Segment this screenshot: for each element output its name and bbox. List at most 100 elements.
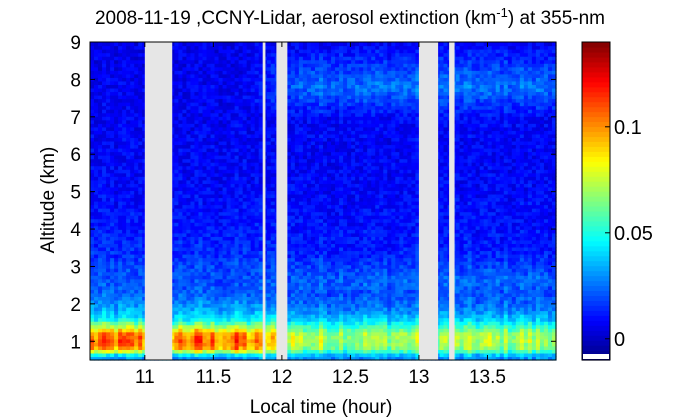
heatmap-cell xyxy=(298,176,304,181)
heatmap-cell xyxy=(294,310,300,315)
heatmap-cell xyxy=(118,73,123,78)
heatmap-cell xyxy=(102,84,107,89)
heatmap-cell xyxy=(114,112,119,117)
heatmap-cell xyxy=(286,56,292,61)
heatmap-cell xyxy=(170,236,175,241)
heatmap-cell xyxy=(222,66,228,71)
heatmap-cell xyxy=(270,112,276,117)
heatmap-cell xyxy=(222,310,228,315)
heatmap-cell xyxy=(206,331,212,336)
heatmap-cell xyxy=(142,222,147,227)
heatmap-cell xyxy=(130,232,135,237)
heatmap-cell xyxy=(106,130,111,135)
heatmap-cell xyxy=(122,218,127,223)
heatmap-cell xyxy=(218,186,224,191)
heatmap-cell xyxy=(102,119,107,124)
heatmap-cell xyxy=(182,87,188,93)
heatmap-cell xyxy=(110,105,115,110)
heatmap-cell xyxy=(306,307,312,312)
heatmap-cell xyxy=(202,126,208,131)
heatmap-cell xyxy=(210,87,216,93)
heatmap-cell xyxy=(214,116,220,121)
heatmap-cell xyxy=(178,119,183,124)
heatmap-cell xyxy=(138,278,143,283)
heatmap-cell xyxy=(290,208,296,213)
heatmap-cell xyxy=(122,66,127,71)
heatmap-cell xyxy=(142,45,147,50)
heatmap-cell xyxy=(234,158,240,163)
heatmap-cell xyxy=(270,314,276,319)
heatmap-cell xyxy=(90,80,95,85)
heatmap-cell xyxy=(102,130,107,135)
heatmap-cell xyxy=(298,303,304,308)
heatmap-cell xyxy=(302,63,308,68)
heatmap-cell xyxy=(250,137,256,142)
heatmap-cell xyxy=(194,197,200,202)
heatmap-cell xyxy=(254,109,260,114)
heatmap-cell xyxy=(206,119,212,124)
heatmap-cell xyxy=(194,186,200,191)
heatmap-cell xyxy=(174,331,179,336)
heatmap-cell xyxy=(178,204,183,209)
heatmap-cell xyxy=(214,303,220,308)
heatmap-cell xyxy=(230,307,236,312)
heatmap-cell xyxy=(258,239,264,244)
heatmap-cell xyxy=(214,243,220,248)
heatmap-cell xyxy=(182,356,188,361)
heatmap-cell xyxy=(186,243,192,248)
heatmap-cell xyxy=(102,172,107,177)
heatmap-cell xyxy=(222,239,228,244)
heatmap-cell xyxy=(246,151,252,156)
heatmap-cell xyxy=(90,162,95,167)
heatmap-cell xyxy=(94,148,99,153)
heatmap-cell xyxy=(234,186,240,191)
heatmap-cell xyxy=(250,222,256,227)
heatmap-cell xyxy=(218,208,224,213)
heatmap-cell xyxy=(210,183,216,188)
heatmap-cell xyxy=(286,133,292,138)
heatmap-cell xyxy=(102,356,107,361)
heatmap-cell xyxy=(142,137,147,142)
heatmap-cell xyxy=(302,109,308,114)
heatmap-cell xyxy=(134,176,139,181)
heatmap-cell xyxy=(174,215,179,220)
heatmap-cell xyxy=(242,148,248,153)
heatmap-cell xyxy=(298,140,304,146)
heatmap-cell xyxy=(270,328,276,333)
heatmap-cell xyxy=(234,254,240,259)
heatmap-cell xyxy=(98,126,103,131)
heatmap-cell xyxy=(90,292,95,297)
heatmap-cell xyxy=(270,254,276,259)
heatmap-cell xyxy=(218,292,224,297)
heatmap-cell xyxy=(194,250,200,255)
heatmap-cell xyxy=(222,102,228,107)
heatmap-cell xyxy=(182,193,188,199)
heatmap-cell xyxy=(138,148,143,153)
heatmap-cell xyxy=(310,310,316,315)
heatmap-cell xyxy=(250,292,256,297)
heatmap-cell xyxy=(114,225,119,230)
heatmap-cell xyxy=(118,324,123,329)
heatmap-cell xyxy=(222,321,228,326)
heatmap-cell xyxy=(206,222,212,227)
heatmap-cell xyxy=(182,77,188,82)
heatmap-cell xyxy=(110,278,115,283)
heatmap-cell xyxy=(114,349,119,354)
heatmap-cell xyxy=(238,42,244,47)
heatmap-cell xyxy=(134,165,139,170)
heatmap-cell xyxy=(134,95,139,100)
heatmap-cell xyxy=(238,130,244,135)
heatmap-cell xyxy=(102,271,107,276)
heatmap-cell xyxy=(226,299,232,305)
heatmap-cell xyxy=(90,250,95,255)
heatmap-cell xyxy=(106,204,111,209)
heatmap-cell xyxy=(170,264,175,269)
heatmap-cell xyxy=(286,49,292,54)
heatmap-cell xyxy=(186,317,192,322)
heatmap-cell xyxy=(182,349,188,354)
heatmap-cell xyxy=(118,229,123,234)
heatmap-cell xyxy=(254,257,260,262)
heatmap-cell xyxy=(130,222,135,227)
heatmap-cell xyxy=(254,87,260,93)
heatmap-cell xyxy=(218,95,224,100)
